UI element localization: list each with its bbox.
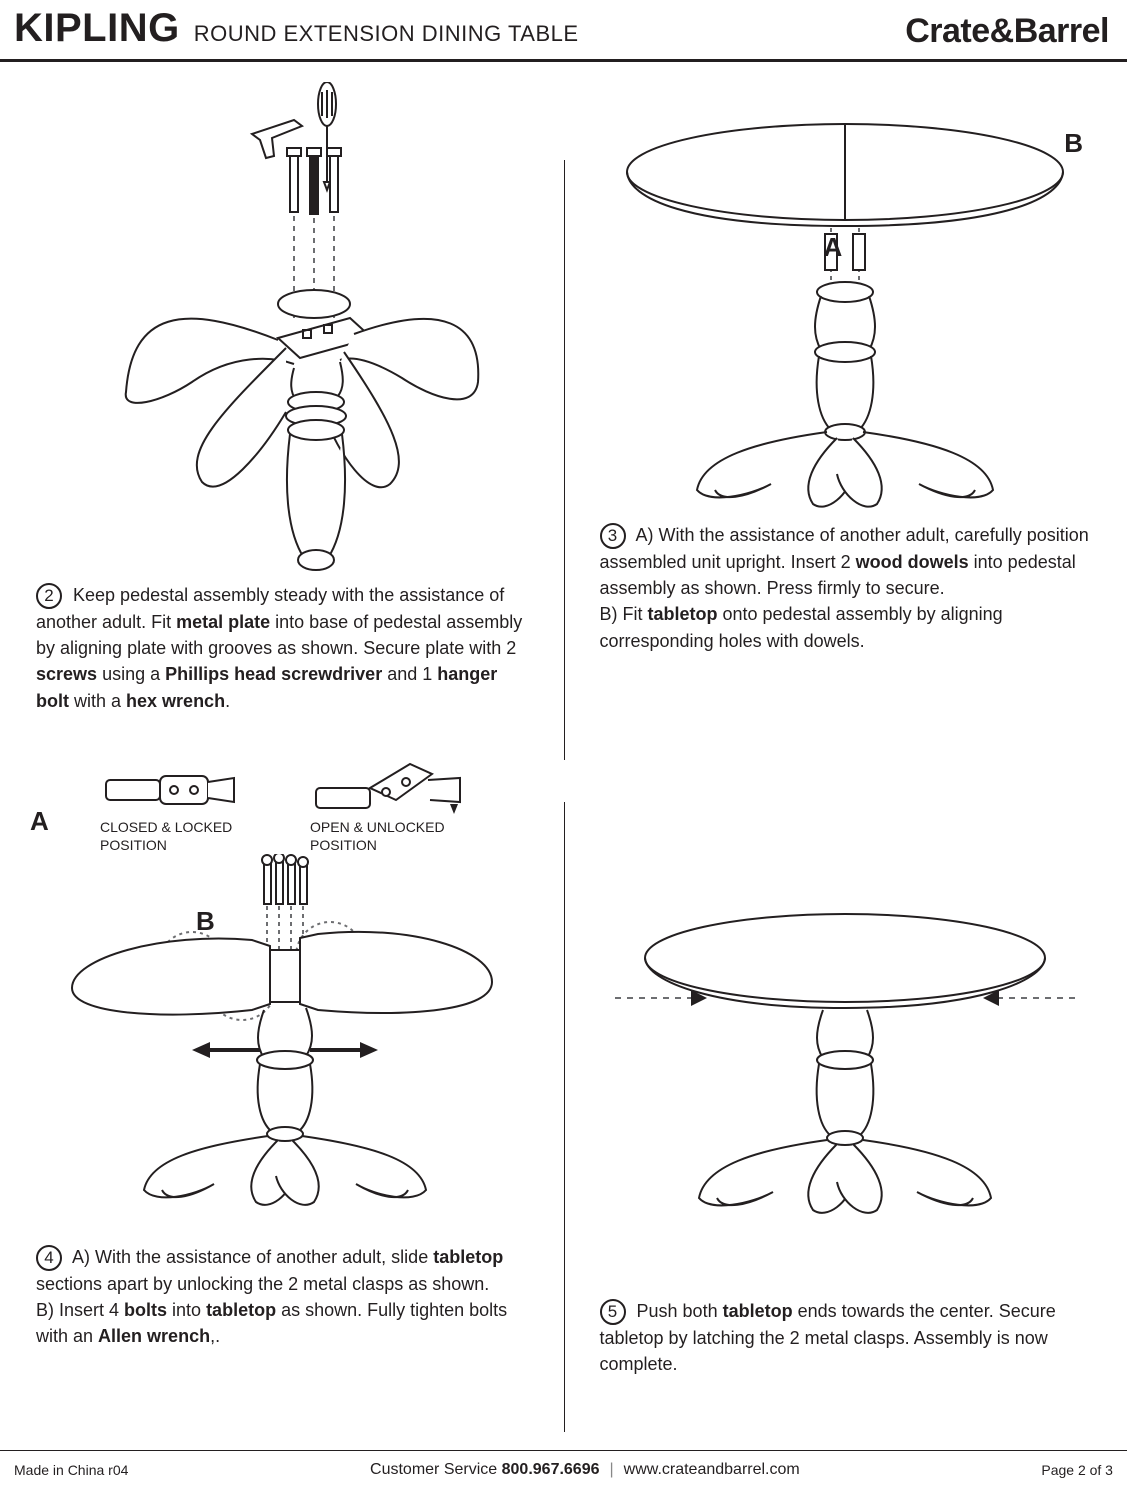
step-5-illustration (594, 878, 1098, 1258)
step-2-cell: 2 Keep pedestal assembly steady with the… (0, 62, 564, 738)
step-4-text: 4 A) With the assistance of another adul… (30, 1244, 534, 1350)
step-2-text: 2 Keep pedestal assembly steady with the… (30, 582, 534, 714)
step-5-text: 5 Push both tabletop ends towards the ce… (594, 1298, 1098, 1377)
clasp-closed-caption: CLOSED & LOCKED POSITION (100, 818, 250, 854)
step-3-label-b: B (1064, 128, 1083, 159)
step-3-label-a: A (824, 232, 843, 263)
footer-left: Made in China r04 (14, 1462, 128, 1478)
step-4-illustration (30, 854, 534, 1244)
clasp-open-caption: OPEN & UNLOCKED POSITION (310, 818, 470, 854)
step-4-label-b: B (196, 906, 215, 937)
footer-center: Customer Service 800.967.6696|www.cratea… (370, 1461, 800, 1479)
step-3-cell: A B (564, 62, 1127, 738)
footer-right: Page 2 of 3 (1041, 1462, 1113, 1478)
step-5-cell: 5 Push both tabletop ends towards the ce… (564, 738, 1127, 1401)
clasp-closed: CLOSED & LOCKED POSITION (100, 758, 250, 854)
page-header: KIPLING ROUND EXTENSION DINING TABLE Cra… (0, 0, 1127, 62)
brand-logo: Crate&Barrel (905, 12, 1109, 51)
page-footer: Made in China r04 Customer Service 800.9… (0, 1450, 1127, 1489)
clasp-open: OPEN & UNLOCKED POSITION (310, 758, 480, 854)
step-3-illustration (594, 102, 1098, 522)
clasp-row: CLOSED & LOCKED POSITION OPEN & UNLOCKED… (30, 758, 534, 854)
product-subtitle: ROUND EXTENSION DINING TABLE (194, 21, 579, 47)
step-4-number: 4 (36, 1245, 62, 1271)
step-2-illustration (30, 82, 534, 582)
instruction-grid: 2 Keep pedestal assembly steady with the… (0, 62, 1127, 1401)
step-4-label-a: A (30, 806, 49, 837)
step-5-number: 5 (600, 1299, 626, 1325)
step-3-number: 3 (600, 523, 626, 549)
step-4-cell: A CLOSED & LOCKED POSITION (0, 738, 564, 1401)
product-name: KIPLING (14, 6, 180, 51)
title-group: KIPLING ROUND EXTENSION DINING TABLE (14, 6, 579, 51)
step-3-text: 3 A) With the assistance of another adul… (594, 522, 1098, 654)
step-2-number: 2 (36, 583, 62, 609)
